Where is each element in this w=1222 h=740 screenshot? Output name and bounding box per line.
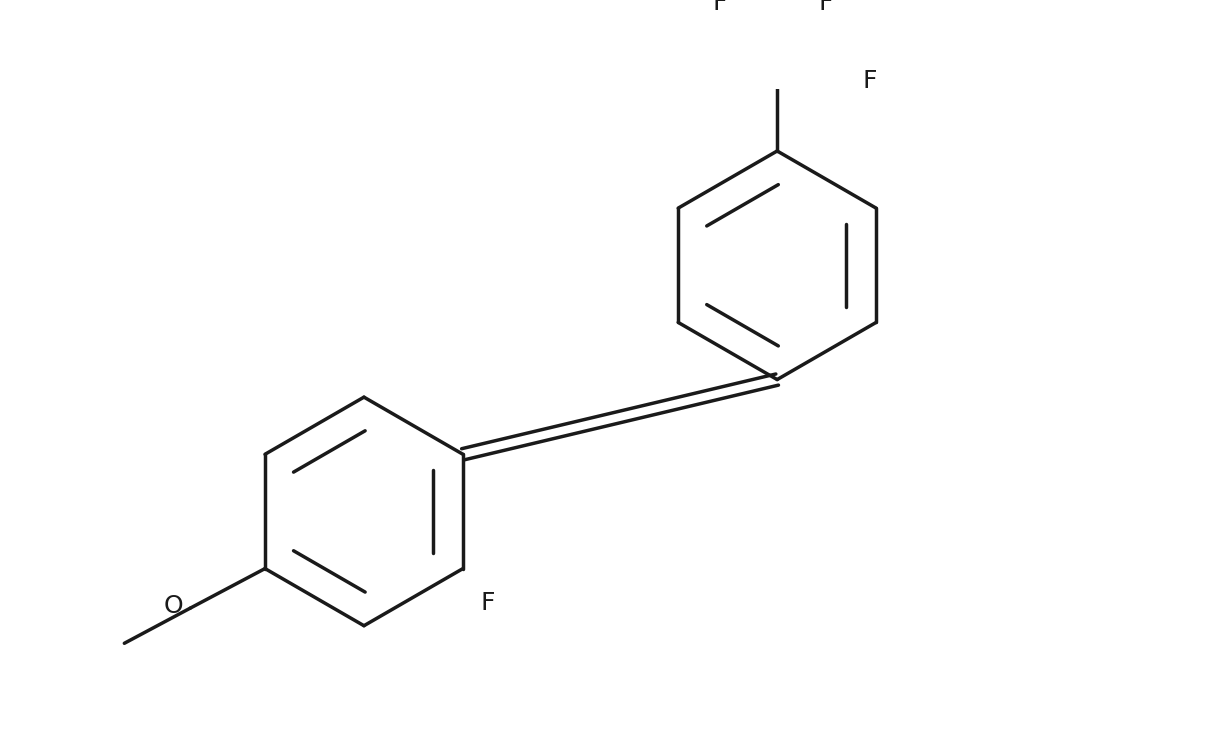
- Text: F: F: [480, 591, 495, 614]
- Text: F: F: [863, 69, 877, 92]
- Text: F: F: [819, 0, 832, 15]
- Text: F: F: [712, 0, 727, 15]
- Text: O: O: [164, 594, 183, 619]
